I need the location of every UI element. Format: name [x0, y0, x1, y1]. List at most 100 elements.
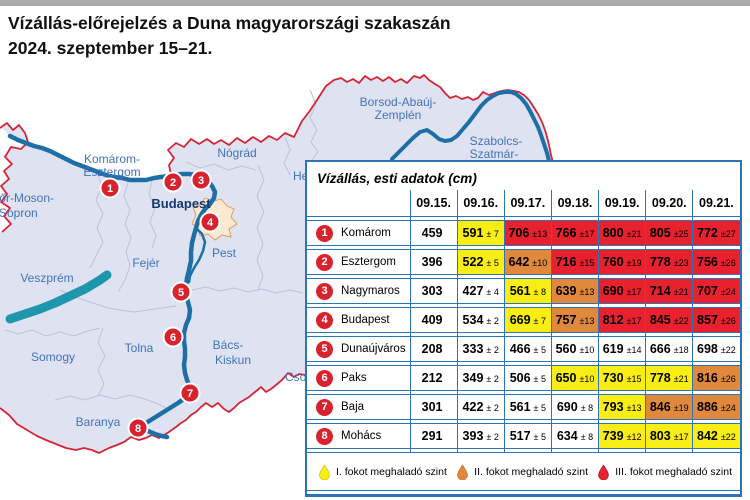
uncertainty: ±25 — [673, 229, 689, 239]
value-cell: 698 ±22 — [693, 337, 740, 361]
uncertainty: ± 8 — [580, 432, 594, 442]
water-level-value: 760 — [602, 255, 624, 269]
station-badge: 7 — [316, 398, 333, 416]
value-cell: 534 ± 2 — [457, 308, 504, 332]
value-cell: 845 ±22 — [645, 308, 693, 332]
water-level-value: 778 — [649, 371, 671, 385]
uncertainty: ± 8 — [580, 403, 594, 413]
city-label-budapest: Budapest — [151, 196, 211, 211]
station-badge: 5 — [316, 340, 333, 358]
water-level-value: 698 — [697, 342, 718, 356]
uncertainty: ±24 — [720, 287, 736, 297]
uncertainty: ± 2 — [486, 316, 499, 326]
station-name: Paks — [341, 372, 367, 384]
water-level-value: 778 — [649, 255, 671, 269]
water-level-value: 800 — [602, 226, 624, 240]
water-level-value: 812 — [602, 313, 624, 327]
value-cell: 506 ± 5 — [504, 366, 551, 390]
tisza-river — [390, 90, 551, 163]
alert-legend: I. fokot meghaladó szint II. fokot megha… — [307, 453, 740, 490]
water-level-value: 706 — [508, 226, 530, 240]
value-cell: 333 ± 2 — [457, 337, 504, 361]
table-row-nagymaros: 3 Nagymaros 303 427 ± 4 561 ± 8 639 ±13 690 ±… — [307, 279, 740, 303]
divider — [307, 216, 740, 221]
value-cell: 393 ± 2 — [457, 424, 504, 448]
station-number: 7 — [321, 401, 328, 413]
uncertainty: ±26 — [720, 258, 736, 268]
water-level-value: 757 — [555, 313, 577, 327]
water-level-value: 333 — [462, 342, 484, 356]
table-header-row: 09.15. 09.16. 09.17. 09.18. 09.19. 09.20… — [307, 190, 740, 216]
legend-label: II. fokot meghaladó szint — [474, 465, 588, 478]
value-cell: 772 ±27 — [692, 221, 740, 245]
lake-balaton — [5, 270, 112, 324]
page-title-line1: Vízállás-előrejelzés a Duna magyarország… — [8, 13, 451, 33]
uncertainty: ± 2 — [486, 432, 499, 442]
water-level-value: 393 — [462, 429, 484, 443]
station-name-cell: 1 Komárom — [307, 221, 410, 245]
value-cell: 778 ±21 — [645, 366, 693, 390]
station-name-cell: 4 Budapest — [307, 308, 410, 332]
value-cell: 690 ± 8 — [551, 395, 598, 419]
legend-label: I. fokot meghaladó szint — [336, 465, 447, 478]
station-name: Mohács — [341, 430, 382, 442]
station-marker-2: 2 — [162, 171, 184, 193]
value-cell: 639 ±13 — [551, 279, 599, 303]
value-cell: 707 ±24 — [692, 279, 740, 303]
uncertainty: ±27 — [720, 229, 736, 239]
table-row-mohacs: 8 Mohács 291 393 ± 2 517 ± 5 634 ± 8 739 ±12 … — [307, 424, 740, 448]
water-level-value: 739 — [602, 429, 624, 443]
value-cell: 466 ± 5 — [504, 337, 551, 361]
uncertainty: ±22 — [673, 316, 689, 326]
uncertainty: ±26 — [720, 374, 736, 384]
station-number: 6 — [321, 372, 328, 384]
value-cell: 816 ±26 — [692, 366, 740, 390]
value-cell: 842 ±22 — [692, 424, 740, 448]
water-level-value: 303 — [421, 284, 443, 298]
station-badge: 1 — [316, 224, 333, 242]
station-marker-6: 6 — [162, 326, 184, 348]
county-label-bacs-kiskun: Bács- — [213, 338, 244, 352]
value-cell: 208 — [410, 337, 457, 361]
uncertainty: ±10 — [579, 374, 595, 384]
county-label-szabolcs: Szatmár- — [470, 147, 519, 161]
water-level-value: 772 — [697, 226, 718, 240]
page-title: Vízállás-előrejelzés a Duna magyarország… — [8, 11, 451, 61]
divider — [307, 448, 740, 453]
county-label-borsod: Zemplén — [375, 108, 422, 122]
water-level-value: 561 — [509, 400, 531, 414]
legend-item-level2: II. fokot meghaladó szint — [456, 463, 588, 480]
column-divider — [504, 190, 505, 453]
water-level-value: 690 — [602, 284, 624, 298]
station-name: Komárom — [341, 227, 391, 239]
uncertainty: ±22 — [720, 432, 736, 442]
svg-text:6: 6 — [170, 332, 176, 344]
value-cell: 650 ±10 — [551, 366, 599, 390]
water-level-value: 349 — [462, 371, 484, 385]
water-level-value: 842 — [697, 429, 718, 443]
value-cell: 427 ± 4 — [457, 279, 504, 303]
uncertainty: ± 8 — [533, 287, 546, 297]
uncertainty: ±10 — [532, 258, 548, 268]
value-cell: 561 ± 8 — [504, 279, 552, 303]
water-level-value: 857 — [697, 313, 718, 327]
county-label-fejer: Fejér — [132, 256, 159, 270]
value-cell: 396 — [410, 250, 457, 274]
value-cell: 666 ±18 — [646, 337, 693, 361]
value-cell: 212 — [410, 366, 457, 390]
station-name-cell: 2 Esztergom — [307, 250, 410, 274]
uncertainty: ±19 — [626, 258, 642, 268]
divider — [307, 245, 740, 250]
station-number: 8 — [321, 430, 328, 442]
uncertainty: ± 7 — [486, 229, 499, 239]
station-number: 1 — [321, 227, 328, 239]
value-cell: 517 ± 5 — [504, 424, 551, 448]
uncertainty: ±17 — [626, 287, 642, 297]
uncertainty: ± 5 — [486, 258, 499, 268]
uncertainty: ±17 — [626, 316, 642, 326]
station-marker-1: 1 — [99, 177, 121, 199]
uncertainty: ±13 — [579, 287, 595, 297]
uncertainty: ±13 — [579, 316, 595, 326]
water-level-value: 805 — [649, 226, 671, 240]
water-level-value: 766 — [555, 226, 577, 240]
